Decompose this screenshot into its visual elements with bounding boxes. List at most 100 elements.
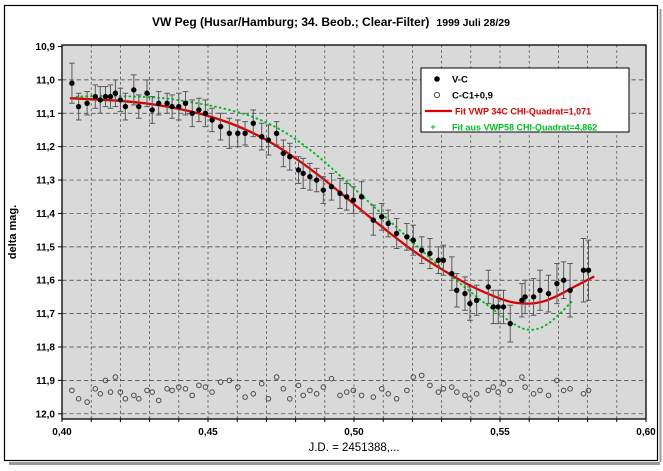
- data-point: [182, 100, 189, 107]
- comparison-point: [280, 386, 287, 392]
- y-axis-title: delta mag.: [7, 205, 19, 259]
- data-point: [344, 194, 350, 200]
- comparison-point: [545, 392, 552, 399]
- data-point: [209, 117, 215, 123]
- data-point: [585, 267, 592, 273]
- comparison-point: [385, 391, 392, 397]
- data-point: [117, 97, 124, 103]
- data-point: [545, 290, 552, 297]
- data-point: [358, 194, 365, 200]
- fit-curve-red: [69, 97, 595, 305]
- comparison-point: [149, 389, 155, 395]
- comparison-point: [485, 387, 492, 394]
- data-point: [385, 220, 391, 227]
- data-point: [169, 103, 175, 110]
- y-tick-label: 11,1: [36, 109, 55, 120]
- data-point: [164, 100, 170, 107]
- data-point: [530, 294, 537, 300]
- comparison-point: [97, 391, 104, 397]
- comparison-point: [522, 384, 528, 390]
- y-tick-label: 10,9: [36, 42, 56, 53]
- data-point: [235, 130, 241, 136]
- data-point: [440, 257, 447, 263]
- data-point: [287, 154, 293, 160]
- comparison-point: [427, 382, 433, 389]
- y-tick-label: 11,3: [36, 176, 55, 187]
- comparison-point: [350, 387, 357, 394]
- comparison-point: [580, 391, 587, 397]
- data-point: [485, 284, 491, 290]
- comparison-point: [337, 392, 343, 399]
- data-point: [350, 197, 357, 203]
- comparison-point: [107, 389, 114, 395]
- data-point: [112, 90, 119, 96]
- comparison-point: [467, 396, 473, 402]
- y-tick-label: 11,7: [36, 309, 55, 320]
- comparison-point: [131, 392, 137, 399]
- comparison-point: [102, 377, 109, 384]
- data-point: [567, 287, 573, 293]
- comparison-point: [404, 387, 410, 394]
- data-point: [473, 297, 480, 303]
- data-point: [427, 250, 433, 257]
- data-point: [500, 304, 507, 310]
- comparison-point: [217, 379, 224, 385]
- comparison-point: [117, 389, 124, 395]
- data-point: [144, 90, 150, 96]
- comparison-point: [490, 384, 497, 390]
- comparison-point: [122, 396, 129, 402]
- fit-curve-green: [75, 94, 574, 331]
- page-title: VW Peg (Husar/Hamburg; 34. Beob.; Clear-…: [152, 15, 510, 29]
- comparison-point: [495, 389, 502, 395]
- legend: V-C C-C1+0,9 Fit VWP 34C CHI-Quadrat=1,0…: [420, 67, 630, 133]
- data-point: [435, 257, 442, 263]
- data-point: [156, 100, 162, 107]
- data-point: [176, 103, 182, 110]
- data-point: [226, 130, 232, 136]
- comparison-point: [226, 377, 233, 384]
- data-point: [97, 97, 104, 103]
- comparison-point: [307, 387, 313, 394]
- data-point: [196, 107, 202, 113]
- comparison-point: [235, 384, 241, 390]
- comparison-point: [454, 389, 460, 395]
- data-point: [580, 267, 587, 273]
- data-point: [522, 294, 528, 300]
- comparison-point: [164, 386, 170, 392]
- data-point: [102, 93, 109, 100]
- comparison-point: [560, 387, 567, 394]
- comparison-point: [500, 380, 507, 387]
- legend-label-vc: V-C: [452, 75, 468, 86]
- comparison-point: [155, 397, 162, 404]
- comparison-point: [449, 384, 455, 390]
- data-point: [307, 174, 313, 180]
- data-point: [404, 234, 410, 240]
- y-tick-label: 12,0: [36, 409, 56, 420]
- comparison-point: [507, 387, 514, 394]
- data-point: [393, 230, 400, 237]
- legend-box: [420, 67, 630, 133]
- comparison-point: [418, 372, 425, 379]
- y-tick-label: 11,0: [36, 75, 55, 86]
- comparison-point: [250, 391, 257, 397]
- legend-marker-fit-green-icon: +: [430, 122, 435, 132]
- chart-title-main: VW Peg (Husar/Hamburg; 34. Beob.; Clear-…: [152, 15, 429, 29]
- comparison-point: [144, 387, 150, 394]
- comparison-point: [176, 384, 182, 390]
- comparison-point: [440, 386, 447, 392]
- x-axis-title: J.D. = 2451388,...: [308, 442, 399, 454]
- x-tick-label: 0,55: [490, 427, 510, 438]
- data-point: [490, 304, 496, 310]
- comparison-point: [554, 377, 560, 384]
- data-point: [537, 287, 543, 293]
- data-point: [242, 130, 248, 136]
- comparison-point: [567, 386, 573, 392]
- x-tick-label: 0,45: [198, 427, 218, 438]
- data-point: [202, 110, 209, 117]
- data-point: [92, 93, 99, 100]
- y-tick-label: 11,8: [36, 343, 55, 354]
- y-tick-label: 11,2: [36, 142, 55, 153]
- comparison-point: [273, 374, 280, 380]
- legend-label-fit-green: Fit aus VWP58 CHI-Quadrat=4,862: [452, 123, 597, 133]
